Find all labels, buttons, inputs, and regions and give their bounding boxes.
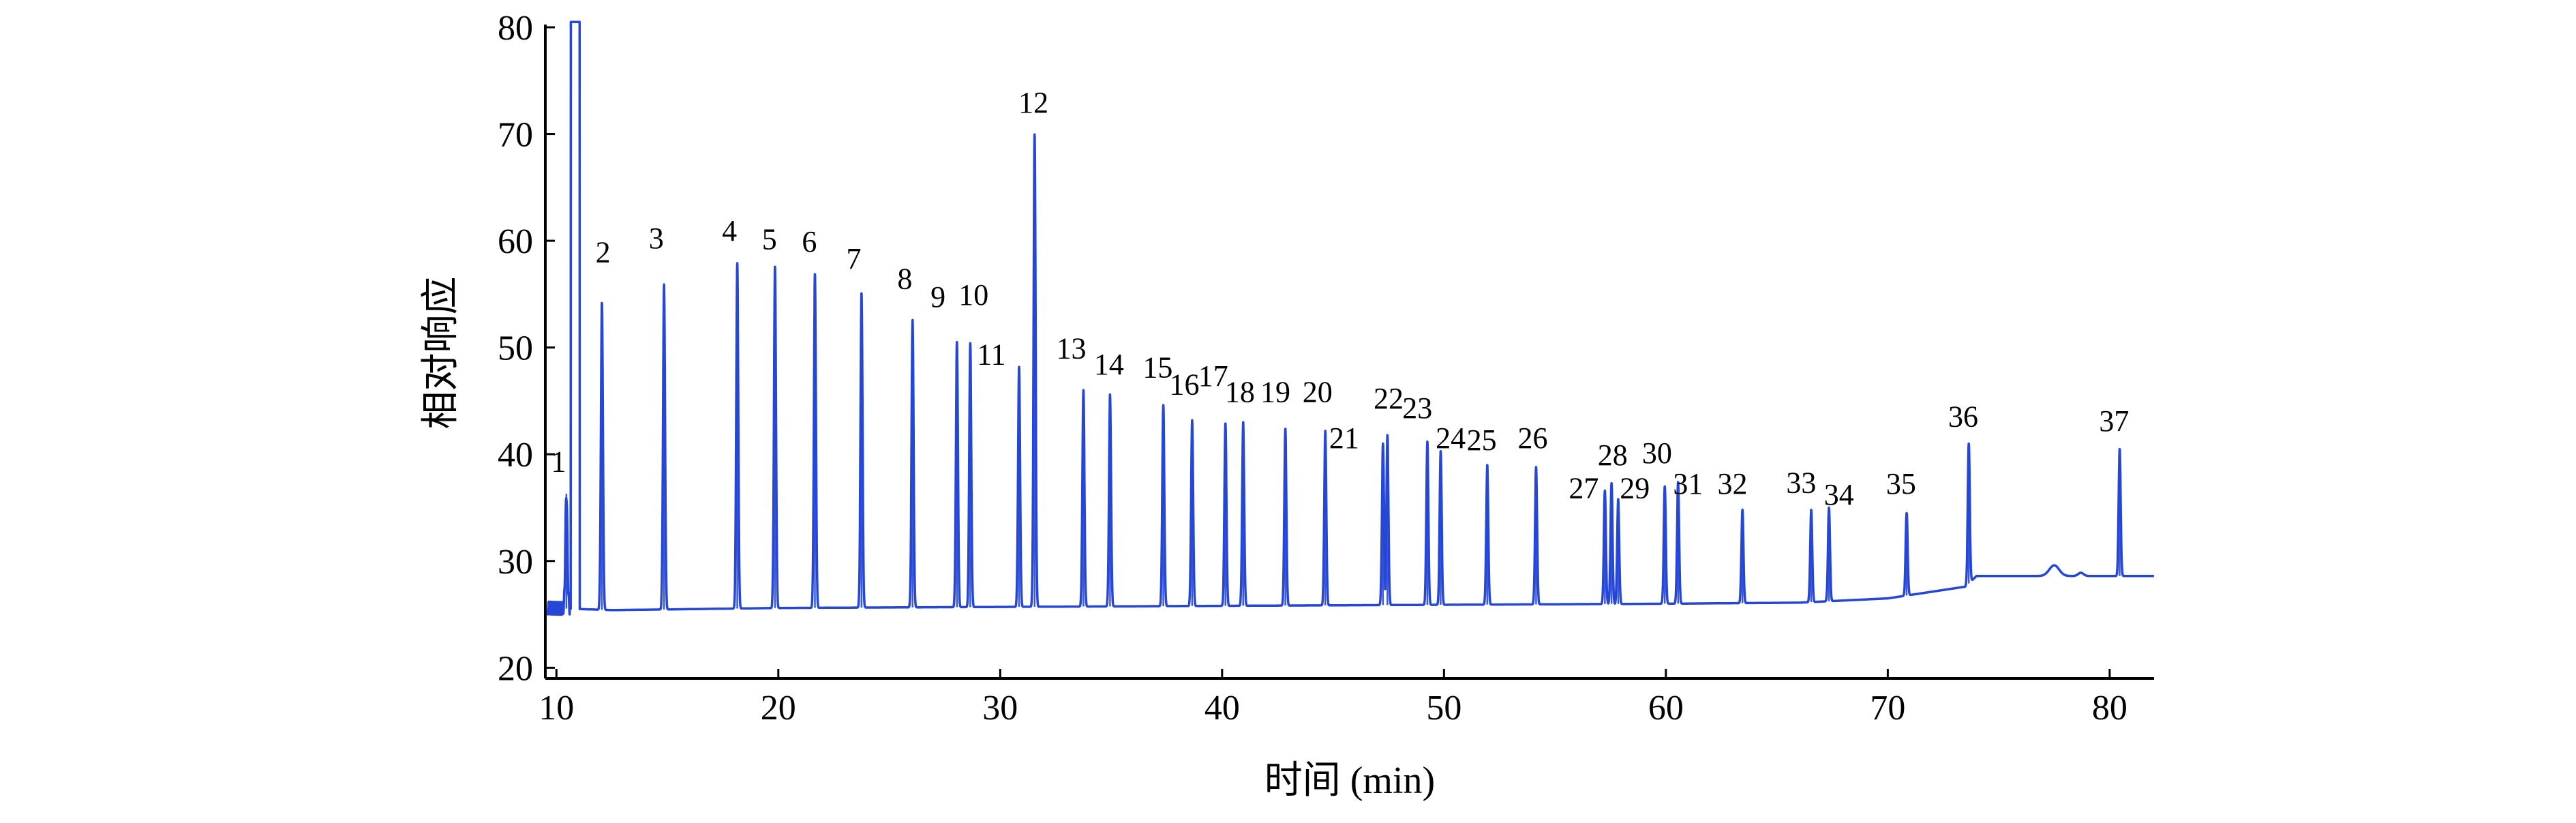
peak-label-15: 15 (1142, 351, 1172, 385)
peak-label-33: 33 (1786, 466, 1816, 500)
y-tick-label: 20 (498, 649, 533, 688)
peak-label-20: 20 (1303, 376, 1333, 409)
peak-label-18: 18 (1225, 376, 1255, 409)
x-tick-label: 80 (2092, 689, 2127, 728)
peak-label-11: 11 (977, 338, 1005, 372)
peak-label-6: 6 (802, 225, 817, 258)
peak-label-34: 34 (1824, 478, 1854, 511)
x-tick-label: 70 (1870, 689, 1905, 728)
peak-label-7: 7 (846, 242, 861, 275)
x-tick-label: 50 (1426, 689, 1461, 728)
y-tick-label: 30 (498, 543, 533, 582)
axes-layer (544, 25, 2154, 680)
y-axis-title: 相对响应 (420, 277, 462, 430)
peak-label-36: 36 (1948, 400, 1978, 434)
peak-label-31: 31 (1673, 467, 1703, 500)
peak-label-22: 22 (1374, 382, 1404, 415)
peak-label-19: 19 (1260, 376, 1290, 409)
peaks-layer (565, 134, 2121, 610)
peak-label-16: 16 (1169, 368, 1199, 402)
y-tick-label: 70 (498, 116, 533, 155)
peak-label-23: 23 (1402, 391, 1432, 425)
x-axis-title: 时间 (min) (1264, 760, 1435, 802)
x-tick-label: 20 (761, 689, 796, 728)
peak-label-35: 35 (1886, 467, 1916, 500)
y-tick-label: 50 (498, 329, 533, 368)
y-tick-label: 80 (498, 9, 533, 48)
x-tick-label: 60 (1648, 689, 1684, 728)
peak-label-37: 37 (2099, 404, 2129, 438)
peak-label-26: 26 (1518, 421, 1548, 455)
trace-layer (546, 20, 2155, 616)
peak-label-4: 4 (722, 214, 737, 248)
peak-label-10: 10 (958, 278, 988, 312)
y-tick-label: 60 (498, 222, 533, 261)
peak-label-24: 24 (1436, 421, 1466, 455)
peak-label-3: 3 (649, 222, 664, 255)
peak-label-21: 21 (1329, 421, 1359, 455)
x-tick-label: 30 (982, 689, 1018, 728)
peak-label-12: 12 (1018, 86, 1048, 119)
peak-label-32: 32 (1718, 467, 1748, 500)
x-tick-label: 40 (1204, 689, 1240, 728)
peak-label-28: 28 (1598, 438, 1628, 472)
peak-label-2: 2 (596, 235, 611, 269)
peak-label-14: 14 (1094, 348, 1124, 381)
peak-label-1: 1 (551, 445, 566, 478)
peak-label-8: 8 (897, 263, 912, 296)
peak-label-27: 27 (1569, 471, 1598, 505)
peak-label-9: 9 (930, 280, 945, 314)
x-tick-label: 10 (539, 689, 574, 728)
peak-label-17: 17 (1198, 359, 1228, 393)
peak-label-25: 25 (1467, 423, 1497, 457)
peak-label-13: 13 (1056, 331, 1086, 365)
peak-label-29: 29 (1620, 471, 1650, 505)
peak-label-30: 30 (1642, 436, 1672, 470)
chromatogram-trace (546, 20, 2155, 616)
peak-label-5: 5 (762, 223, 777, 256)
y-tick-label: 40 (498, 436, 533, 475)
